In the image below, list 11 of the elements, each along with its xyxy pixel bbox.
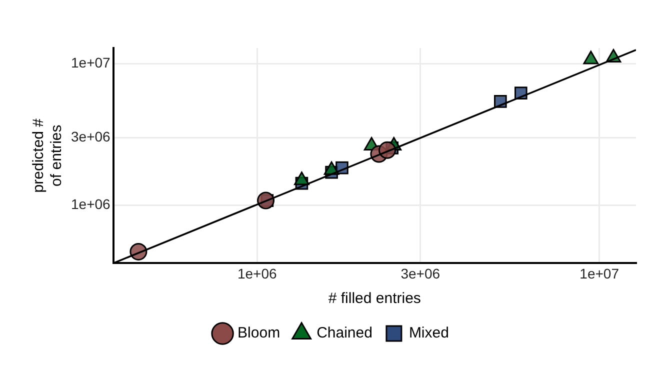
x-axis-title: # filled entries (328, 290, 421, 308)
y-tick-label: 1e+07 (70, 54, 111, 71)
x-tick-label: 1e+07 (580, 265, 620, 282)
y-tick-label: 1e+06 (70, 196, 111, 212)
legend-label: Mixed (408, 324, 449, 342)
legend-label: Chained (316, 324, 372, 342)
x-tick-label: 3e+06 (400, 265, 440, 282)
legend-label: Bloom (238, 324, 280, 342)
x-tick-label: 1e+06 (237, 265, 277, 282)
y-axis-title: predicted # of entries (30, 118, 66, 193)
y-tick-label: 3e+06 (70, 128, 111, 145)
